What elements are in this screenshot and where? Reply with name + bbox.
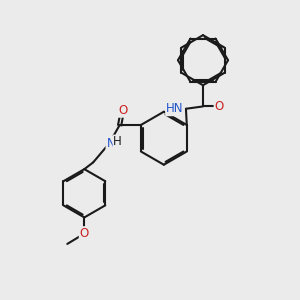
Text: N: N (106, 137, 115, 150)
Text: O: O (80, 227, 89, 240)
Text: O: O (214, 100, 224, 113)
Text: O: O (118, 104, 127, 117)
Text: H: H (113, 135, 122, 148)
Text: HN: HN (166, 102, 184, 115)
